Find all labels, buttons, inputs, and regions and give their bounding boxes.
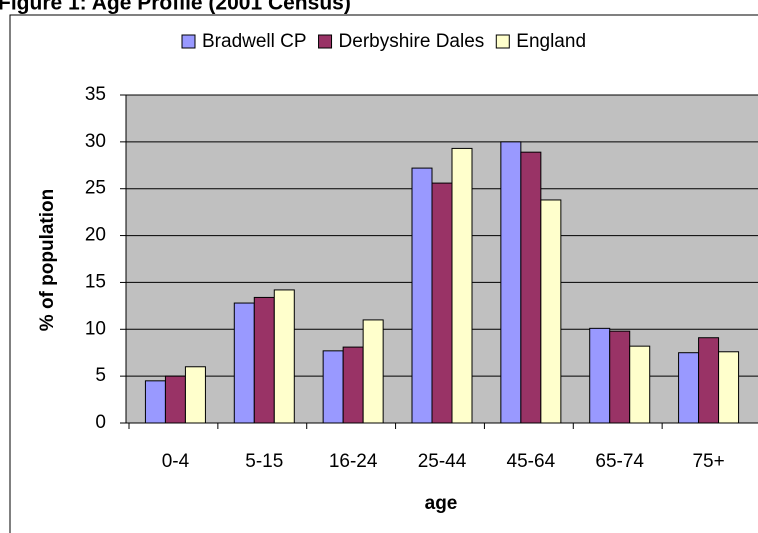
bar [273, 289, 295, 424]
x-tick-label: 75+ [692, 451, 724, 472]
y-tick-label: 15 [85, 271, 106, 292]
bar [451, 147, 473, 424]
bar [144, 380, 166, 424]
x-tick-label: 0-4 [162, 451, 190, 472]
y-tick-label: 20 [85, 225, 106, 246]
bar [629, 345, 651, 424]
bar [500, 141, 522, 424]
y-tick-label: 25 [85, 178, 106, 199]
x-tick-label: 25-44 [418, 451, 467, 472]
bar [431, 182, 453, 424]
x-tick-label: 5-15 [245, 451, 283, 472]
bar [540, 199, 562, 424]
y-tick-label: 10 [85, 318, 106, 339]
bar [164, 375, 186, 424]
x-tick-label: 45-64 [507, 451, 556, 472]
legend-label: Derbyshire Dales [339, 31, 485, 52]
legend-label: England [516, 31, 586, 52]
y-tick-label: 35 [85, 84, 106, 105]
y-tick-label: 5 [95, 365, 106, 386]
y-tick-label: 0 [95, 412, 106, 433]
legend-label: Bradwell CP [202, 31, 307, 52]
bar [520, 151, 542, 424]
y-axis-label: % of population [37, 189, 58, 331]
bar [253, 296, 275, 424]
bar [609, 330, 631, 424]
bar [411, 167, 433, 424]
bar [342, 346, 364, 424]
legend-swatch [495, 34, 510, 49]
bar [322, 350, 344, 424]
x-tick-label: 65-74 [595, 451, 644, 472]
legend-swatch [181, 34, 196, 49]
chart-title: Figure 1: Age Profile (2001 Census) [0, 0, 351, 15]
legend-swatch [318, 34, 333, 49]
bar [678, 352, 700, 424]
bar [233, 302, 255, 424]
bar [362, 319, 384, 424]
x-tick-label: 16-24 [329, 451, 378, 472]
bar [184, 366, 206, 424]
x-axis-label: age [425, 493, 458, 514]
y-tick-label: 30 [85, 131, 106, 152]
bar [589, 327, 611, 424]
bar [718, 351, 740, 424]
bar [698, 337, 720, 424]
